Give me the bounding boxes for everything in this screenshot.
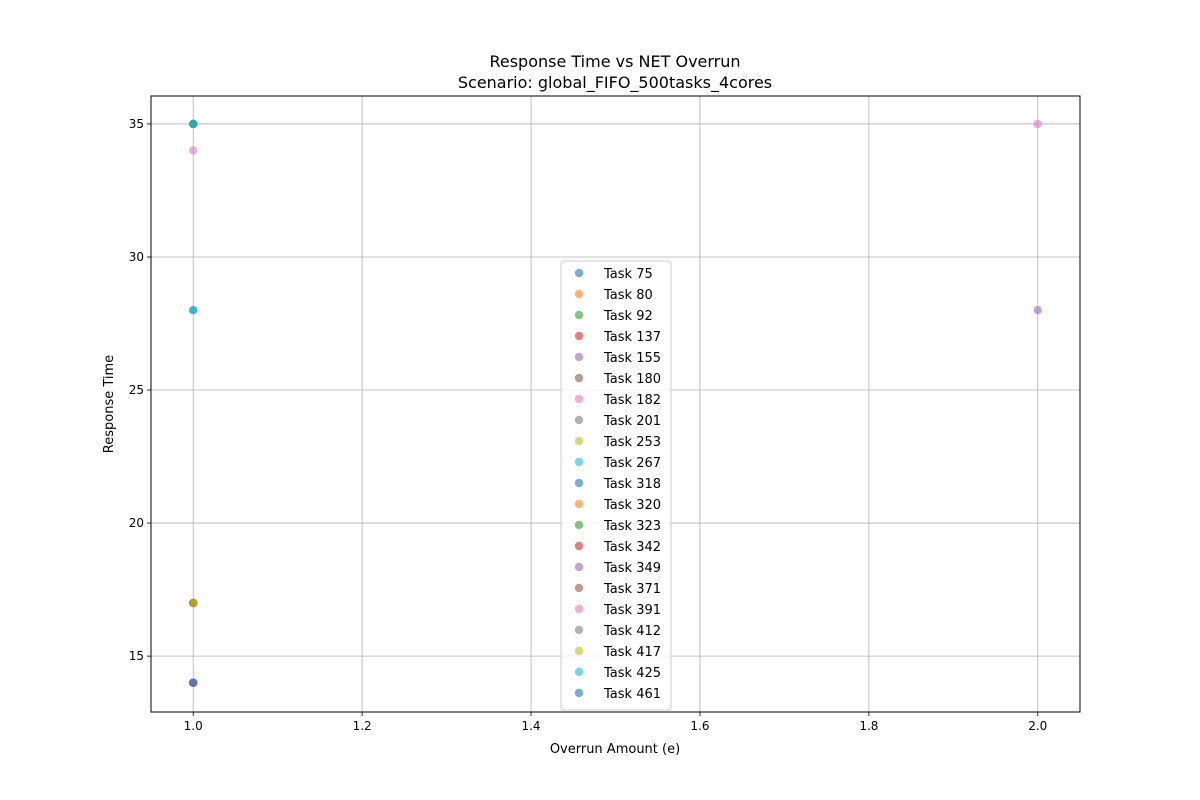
legend-label: Task 92 xyxy=(603,309,653,324)
scatter-point xyxy=(189,306,198,315)
legend-marker xyxy=(574,289,584,299)
legend-label: Task 137 xyxy=(603,330,661,345)
legend-marker xyxy=(574,541,584,551)
legend-label: Task 182 xyxy=(603,393,661,408)
legend-marker xyxy=(574,688,584,698)
legend-marker xyxy=(574,478,584,488)
legend-marker xyxy=(574,520,584,530)
legend-marker xyxy=(574,268,584,278)
legend-marker xyxy=(574,394,584,404)
plot-frame xyxy=(150,95,1081,713)
x-tick-label: 1.6 xyxy=(690,719,709,733)
y-tick-label: 35 xyxy=(129,117,144,131)
x-axis-label: Overrun Amount (e) xyxy=(550,742,680,757)
legend-label: Task 349 xyxy=(603,561,661,576)
legend-marker xyxy=(574,562,584,572)
data-points xyxy=(189,119,1042,687)
legend-marker xyxy=(574,646,584,656)
scatter-point xyxy=(189,146,198,155)
legend-label: Task 425 xyxy=(603,666,661,681)
x-tick-label: 2.0 xyxy=(1028,719,1047,733)
legend-label: Task 80 xyxy=(603,288,653,303)
scatter-point xyxy=(1033,119,1042,129)
legend-label: Task 318 xyxy=(603,477,661,492)
legend-marker xyxy=(574,373,584,383)
x-tick-label: 1.2 xyxy=(353,719,372,733)
legend-label: Task 267 xyxy=(603,456,661,471)
chart-title-line-1: Response Time vs NET Overrun xyxy=(489,52,740,71)
legend-label: Task 342 xyxy=(603,540,661,555)
legend-marker xyxy=(574,310,584,320)
legend: Task 75 Task 80 Task 92 Task 137 Task 155 Tas… xyxy=(560,260,672,711)
legend-label: Task 412 xyxy=(603,624,661,639)
legend-label: Task 180 xyxy=(603,372,661,387)
legend-label: Task 417 xyxy=(603,645,661,660)
legend-marker xyxy=(574,415,584,425)
y-tick-label: 15 xyxy=(129,649,144,663)
legend-marker xyxy=(574,583,584,593)
legend-marker xyxy=(574,604,584,614)
y-axis-label: Response Time xyxy=(102,355,117,453)
scatter-point xyxy=(189,119,198,129)
scatter-point xyxy=(189,598,198,608)
legend-label: Task 320 xyxy=(603,498,661,513)
legend-label: Task 323 xyxy=(603,519,661,534)
x-tick-label: 1.0 xyxy=(184,719,203,733)
legend-label: Task 253 xyxy=(603,435,661,450)
scatter-point xyxy=(189,678,198,687)
legend-label: Task 371 xyxy=(603,582,661,597)
y-tick-label: 20 xyxy=(129,516,144,530)
legend-label: Task 391 xyxy=(603,603,661,618)
x-tick-label: 1.8 xyxy=(859,719,878,733)
legend-marker xyxy=(574,667,584,677)
legend-label: Task 201 xyxy=(603,414,661,429)
legend-marker xyxy=(574,499,584,509)
y-tick-label: 25 xyxy=(129,383,144,397)
legend-marker xyxy=(574,352,584,362)
legend-marker xyxy=(574,625,584,635)
chart-title-line-2: Scenario: global_FIFO_500tasks_4cores xyxy=(458,73,772,93)
y-tick-label: 30 xyxy=(129,250,144,264)
legend-label: Task 461 xyxy=(603,687,661,702)
legend-box xyxy=(560,260,672,711)
legend-label: Task 75 xyxy=(603,267,653,282)
legend-marker xyxy=(574,457,584,467)
axis-ticks: 1.0 1.2 1.4 1.6 1.8 2.0 15 20 25 30 35 xyxy=(129,117,1048,733)
legend-marker xyxy=(574,331,584,341)
legend-label: Task 155 xyxy=(603,351,661,366)
scatter-point xyxy=(1033,306,1042,315)
x-tick-label: 1.4 xyxy=(521,719,540,733)
legend-marker xyxy=(574,436,584,446)
